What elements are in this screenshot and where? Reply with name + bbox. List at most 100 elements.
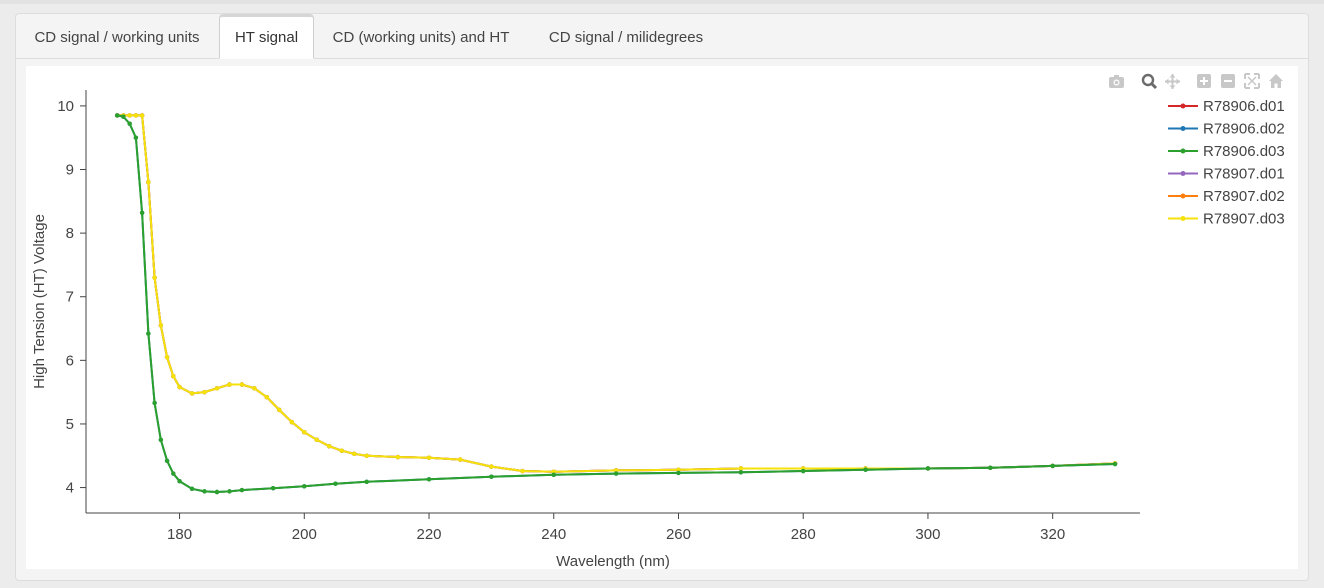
data-point xyxy=(925,466,931,471)
x-tick-label: 260 xyxy=(666,526,691,543)
y-tick-label: 6 xyxy=(66,352,74,369)
data-point xyxy=(164,354,170,360)
series-r78906-d02 xyxy=(114,113,1118,495)
data-point xyxy=(551,472,556,478)
legend: R78906.d01 R78906.d02 R78906.d03 R78907.d01… xyxy=(1168,98,1285,228)
series-line xyxy=(116,114,1116,494)
data-point xyxy=(158,437,164,443)
zoom-icon[interactable] xyxy=(1141,73,1158,90)
data-point xyxy=(364,453,369,458)
legend-marker xyxy=(1180,148,1186,154)
legend-marker xyxy=(1180,126,1186,131)
data-point xyxy=(351,451,357,457)
data-point xyxy=(214,386,220,391)
autoscale-icon[interactable] xyxy=(1244,73,1260,89)
data-point xyxy=(239,382,245,387)
legend-marker xyxy=(1180,216,1186,221)
data-point xyxy=(227,382,232,387)
data-point xyxy=(227,489,232,494)
data-point xyxy=(171,471,176,476)
legend-marker xyxy=(1180,171,1186,176)
data-point xyxy=(114,113,120,118)
data-point xyxy=(146,180,151,185)
data-point xyxy=(127,121,132,126)
ht-signal-chart[interactable]: 4 5 6 7 8 9 10 180 200 220 240 260 280 300 320 Waveleng… xyxy=(26,66,1298,569)
data-point xyxy=(489,474,494,479)
data-point xyxy=(302,484,307,489)
legend-label: R78907.d01 xyxy=(1203,166,1285,183)
tab-cd-and-ht[interactable]: CD (working units) and HT xyxy=(332,29,510,46)
data-point xyxy=(314,437,319,443)
data-point xyxy=(127,113,132,118)
data-point xyxy=(551,469,556,474)
series-line xyxy=(117,114,1116,473)
legend-marker xyxy=(1180,193,1186,199)
zoom-out-icon[interactable] xyxy=(1221,74,1235,88)
y-tick-label: 10 xyxy=(57,98,74,115)
data-point xyxy=(164,458,170,464)
y-tick-label: 7 xyxy=(66,289,74,306)
data-point xyxy=(426,455,432,460)
data-point xyxy=(738,470,744,475)
data-point xyxy=(1050,463,1055,469)
legend-item[interactable]: R78906.d01 xyxy=(1168,98,1285,115)
data-point xyxy=(264,395,270,400)
data-point xyxy=(139,113,145,118)
data-point xyxy=(333,481,338,486)
data-point xyxy=(327,444,332,449)
data-point xyxy=(121,114,126,119)
tab-cd-working-units[interactable]: CD signal / working units xyxy=(34,29,200,46)
pan-icon[interactable] xyxy=(1165,74,1180,89)
legend-label: R78906.d01 xyxy=(1203,98,1285,115)
y-tick-label: 9 xyxy=(66,162,74,179)
legend-label: R78907.d03 xyxy=(1203,211,1285,228)
x-tick-label: 220 xyxy=(417,526,442,543)
legend-marker xyxy=(1180,103,1186,109)
series-r78907-d02 xyxy=(114,113,1118,474)
data-point xyxy=(277,407,282,413)
plot-area[interactable]: 4 5 6 7 8 9 10 180 200 220 240 260 280 300 320 Waveleng… xyxy=(26,66,1298,569)
x-tick-label: 320 xyxy=(1040,526,1065,543)
data-point xyxy=(458,457,463,462)
data-point xyxy=(339,448,344,453)
y-tick-label: 5 xyxy=(66,416,74,433)
data-point xyxy=(152,400,157,406)
tab-cd-milidegrees[interactable]: CD signal / milidegrees xyxy=(548,29,704,46)
camera-icon[interactable] xyxy=(1109,75,1124,88)
series-line xyxy=(116,114,1116,494)
data-point xyxy=(520,468,525,474)
data-point xyxy=(189,486,195,492)
data-point xyxy=(139,210,145,215)
data-point xyxy=(364,479,369,485)
legend-label: R78906.d03 xyxy=(1203,143,1285,160)
legend-item[interactable]: R78907.d01 xyxy=(1168,166,1285,183)
legend-item[interactable]: R78906.d03 xyxy=(1168,143,1285,160)
data-point xyxy=(801,468,806,474)
series-line xyxy=(117,114,1116,473)
data-point xyxy=(613,468,619,473)
data-point xyxy=(676,467,681,472)
data-point xyxy=(426,477,432,482)
home-icon[interactable] xyxy=(1269,74,1283,88)
legend-item[interactable]: R78906.d02 xyxy=(1168,121,1285,138)
data-point xyxy=(738,466,744,471)
zoom-in-icon[interactable] xyxy=(1197,74,1211,88)
data-point xyxy=(395,454,401,460)
x-tick-label: 240 xyxy=(541,526,566,543)
data-point xyxy=(239,487,245,493)
data-point xyxy=(171,374,176,379)
tab-ht-signal[interactable]: HT signal xyxy=(219,14,314,59)
data-point xyxy=(189,391,195,396)
data-point xyxy=(202,389,207,395)
legend-item[interactable]: R78907.d03 xyxy=(1168,211,1285,228)
x-tick-label: 180 xyxy=(167,526,192,543)
data-point xyxy=(252,386,257,391)
data-point xyxy=(146,331,151,336)
legend-label: R78907.d02 xyxy=(1203,188,1285,205)
y-axis-title: High Tension (HT) Voltage xyxy=(31,214,48,389)
data-point xyxy=(1112,461,1118,467)
data-point xyxy=(202,489,207,494)
series-line xyxy=(117,114,1116,473)
legend-item[interactable]: R78907.d02 xyxy=(1168,188,1285,205)
series-r78906-d03 xyxy=(114,113,1118,495)
